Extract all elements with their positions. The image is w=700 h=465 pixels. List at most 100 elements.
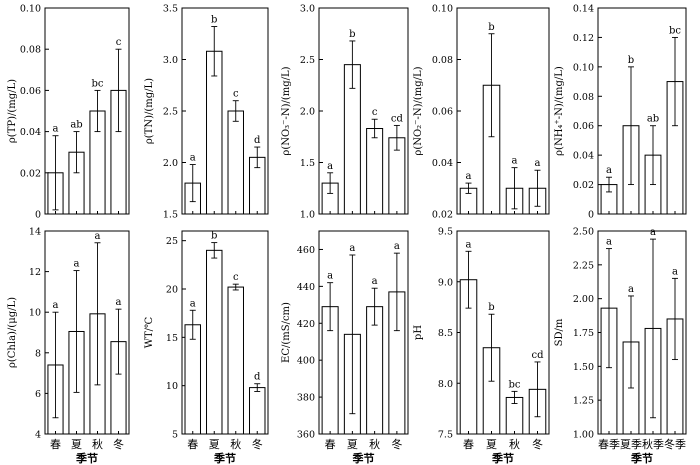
- significance-letter: a: [190, 298, 196, 309]
- x-tick-label: 冬: [532, 437, 543, 451]
- chart-panel-4: 0.02 0.04 0.06 0.08 0.10 ρ(NO₂⁻-N)/(mg/L) a b a a: [413, 4, 550, 221]
- y-tick-label: 0.06: [573, 121, 594, 132]
- y-tick-label: 1.50: [573, 362, 594, 373]
- y-axis-title: WT/℃: [144, 317, 155, 349]
- bar: [206, 249, 223, 435]
- x-tick-label: 冬: [391, 437, 402, 451]
- y-axis-title: EC/(mS/cm): [281, 302, 292, 363]
- y-axis-title: pH: [413, 325, 424, 340]
- y-tick-label: 10: [166, 381, 178, 392]
- x-tick-label: 秋: [369, 437, 380, 451]
- y-tick-label: 1.25: [573, 396, 594, 407]
- x-tick-label: 春: [50, 438, 61, 451]
- plot-frame: [44, 7, 130, 215]
- significance-letter: a: [95, 231, 101, 242]
- significance-letter: a: [190, 153, 196, 164]
- significance-letter: a: [53, 300, 59, 311]
- significance-letter: bc: [669, 25, 681, 36]
- plot-frame: [318, 230, 409, 435]
- y-tick-label: 400: [297, 356, 315, 367]
- y-tick-label: 0.04: [432, 158, 453, 169]
- significance-letter: bc: [91, 78, 103, 89]
- y-tick-label: 0.10: [20, 4, 41, 15]
- y-tick-label: 0.14: [573, 4, 594, 15]
- x-tick-label: 春: [325, 438, 336, 451]
- y-axis-title: ρ(TN)/(mg/L): [144, 78, 155, 144]
- significance-letter: d: [254, 372, 261, 383]
- y-tick-label: 380: [297, 393, 315, 404]
- y-tick-label: 6: [35, 389, 41, 400]
- y-tick-label: 2.0: [163, 158, 178, 169]
- y-tick-label: 2.5: [300, 55, 315, 66]
- y-tick-label: 3.5: [163, 4, 178, 15]
- x-tick-label: 夏季: [620, 438, 642, 451]
- y-tick-label: 0.08: [432, 55, 453, 66]
- y-tick-label: 0.06: [432, 107, 453, 118]
- y-tick-label: 0: [35, 210, 41, 221]
- x-axis-title: 季节: [630, 451, 653, 465]
- y-tick-label: 5: [172, 430, 178, 441]
- chart-panel-9: 7.5 8.0 8.5 9.0 9.5 pH a 春 b 夏 bc 秋 cd 冬季节: [413, 227, 550, 465]
- chart-panel-5: 0 0.02 0.04 0.06 0.08 0.10 0.12 0.14 ρ(NH₄⁺-N)/(…: [554, 4, 687, 221]
- x-tick-label: 夏: [209, 438, 220, 451]
- chart-panel-1: 0 0.02 0.04 0.06 0.08 0.10 ρ(TP)/(mg/L) a ab bc c: [7, 4, 130, 221]
- y-tick-label: 1.75: [573, 328, 594, 339]
- significance-letter: a: [535, 158, 541, 169]
- y-tick-label: 0.12: [573, 33, 594, 44]
- y-tick-label: 7.5: [438, 430, 453, 441]
- y-tick-label: 0.06: [20, 86, 41, 97]
- y-tick-label: 8.0: [438, 379, 453, 390]
- significance-letter: c: [116, 37, 122, 48]
- y-tick-label: 2.50: [573, 227, 594, 238]
- plot-frame: [181, 230, 269, 435]
- significance-letter: b: [628, 55, 634, 66]
- y-tick-label: 0.04: [20, 127, 41, 138]
- x-tick-label: 夏: [71, 438, 82, 451]
- significance-letter: a: [628, 284, 634, 295]
- significance-letter: ab: [647, 114, 659, 125]
- y-tick-label: 1.0: [300, 210, 315, 221]
- y-tick-label: 2.0: [300, 107, 315, 118]
- y-tick-label: 12: [29, 267, 41, 278]
- x-axis-title: 季节: [213, 451, 236, 465]
- significance-letter: a: [512, 156, 518, 167]
- x-axis-title: 季节: [352, 451, 375, 465]
- x-axis-title: 季节: [491, 451, 514, 465]
- y-tick-label: 0.08: [573, 92, 594, 103]
- bar: [227, 286, 244, 435]
- significance-letter: d: [254, 135, 261, 146]
- significance-letter: b: [488, 302, 494, 313]
- y-tick-label: 0.02: [432, 210, 453, 221]
- y-axis-title: ρ(NO₂⁻-N)/(mg/L): [413, 66, 424, 155]
- y-tick-label: 2.25: [573, 260, 594, 271]
- y-tick-label: 4: [35, 430, 41, 441]
- y-tick-label: 360: [297, 430, 315, 441]
- x-tick-label: 冬: [252, 437, 263, 451]
- bar: [366, 306, 384, 435]
- significance-letter: a: [327, 161, 333, 172]
- y-tick-label: 1.00: [573, 430, 594, 441]
- significance-letter: a: [606, 237, 612, 248]
- significance-letter: a: [327, 271, 333, 282]
- y-axis-title: ρ(NO₃⁻-N)/(mg/L): [281, 66, 292, 155]
- y-tick-label: 3.0: [300, 4, 315, 15]
- significance-letter: b: [211, 231, 217, 242]
- x-tick-label: 秋: [509, 437, 520, 451]
- significance-letter: c: [233, 272, 239, 283]
- x-tick-label: 春: [463, 438, 474, 451]
- significance-letter: a: [466, 239, 472, 250]
- significance-letter: b: [488, 22, 494, 33]
- bar: [227, 110, 244, 215]
- y-tick-label: 25: [166, 236, 178, 247]
- x-tick-label: 秋: [92, 437, 103, 451]
- significance-letter: a: [672, 266, 678, 277]
- y-tick-label: 0.10: [573, 62, 594, 73]
- y-tick-label: 9.0: [438, 277, 453, 288]
- y-tick-label: 3.0: [163, 55, 178, 66]
- significance-letter: a: [650, 227, 656, 238]
- significance-letter: a: [74, 259, 80, 270]
- y-tick-label: 14: [29, 227, 41, 238]
- chart-panel-10: 1.00 1.25 1.50 1.75 2.00 2.25 2.50 SD/m a 春季 a 夏季 a 秋…: [554, 227, 687, 465]
- x-axis-title: 季节: [75, 451, 98, 465]
